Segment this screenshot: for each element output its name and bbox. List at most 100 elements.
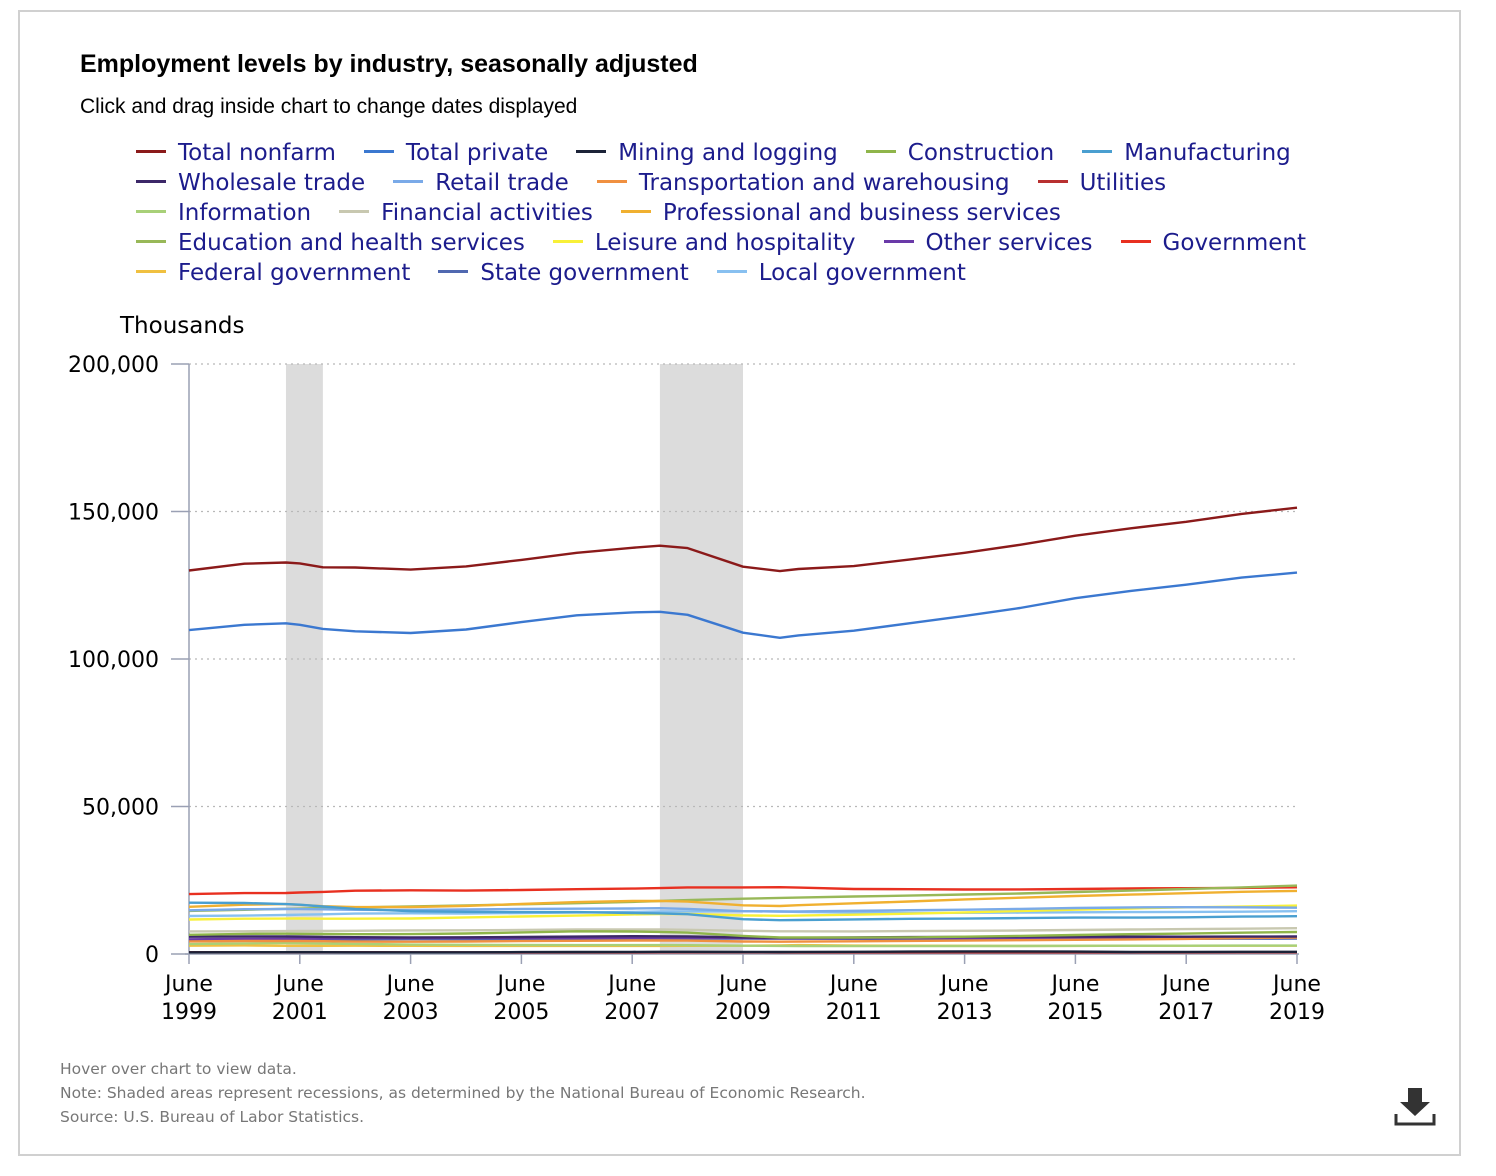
- series-line-retail-trade: [188, 906, 1298, 913]
- legend-swatch: [136, 150, 166, 153]
- legend-label: Total private: [405, 140, 549, 166]
- x-tick-label-year: 2017: [1158, 1000, 1214, 1025]
- x-tick-label-year: 2009: [715, 1000, 771, 1025]
- axes: 0 50,000 100,000 150,000 200,000 June 1999 June…: [68, 353, 1325, 1025]
- legend-label: Mining and logging: [618, 140, 838, 166]
- x-tick-label-month: June: [495, 972, 545, 997]
- chart-subtitle: Click and drag inside chart to change da…: [80, 95, 578, 118]
- legend-label: Utilities: [1079, 170, 1167, 196]
- legend-swatch: [393, 180, 424, 183]
- legend-item-mining-and-logging[interactable]: Mining and logging: [576, 138, 838, 168]
- legend-row: Wholesale trade Retail trade Transportatio…: [136, 168, 1406, 198]
- x-tick-label-year: 2007: [604, 1000, 660, 1025]
- source-note: Source: U.S. Bureau of Labor Statistics.: [60, 1108, 365, 1126]
- legend-swatch: [136, 210, 166, 213]
- legend-item-education-and-health-services[interactable]: Education and health services: [136, 228, 525, 258]
- series-line-manufacturing: [188, 901, 1298, 922]
- y-tick-label: 150,000: [68, 501, 159, 526]
- legend-item-leisure-and-hospitality[interactable]: Leisure and hospitality: [552, 228, 856, 258]
- legend-item-other-services[interactable]: Other services: [883, 228, 1093, 258]
- legend-item-utilities[interactable]: Utilities: [1037, 168, 1167, 198]
- legend-item-financial-activities[interactable]: Financial activities: [339, 198, 593, 228]
- y-tick-label: 0: [145, 943, 159, 968]
- chart-legend: Total nonfarm Total private Mining and log…: [136, 138, 1406, 288]
- legend-swatch: [363, 150, 394, 153]
- legend-item-retail-trade[interactable]: Retail trade: [393, 168, 569, 198]
- series-line-total-private: [188, 571, 1298, 639]
- legend-item-total-private[interactable]: Total private: [363, 138, 549, 168]
- y-tick-label: 200,000: [68, 353, 159, 378]
- x-tick-label-year: 2011: [826, 1000, 882, 1025]
- legend-label: Information: [178, 200, 312, 226]
- x-tick-label-month: June: [606, 972, 656, 997]
- legend-label: Government: [1162, 230, 1306, 256]
- x-tick-label-month: June: [1049, 972, 1099, 997]
- legend-item-local-government[interactable]: Local government: [716, 258, 966, 288]
- legend-item-wholesale-trade[interactable]: Wholesale trade: [136, 168, 365, 198]
- legend-label: Other services: [925, 230, 1093, 256]
- x-tick-label-month: June: [717, 972, 767, 997]
- legend-label: Federal government: [178, 260, 411, 286]
- footnotes: Hover over chart to view data. Note: Sha…: [60, 1057, 866, 1129]
- legend-label: Total nonfarm: [178, 140, 336, 166]
- legend-item-transportation-and-warehousing[interactable]: Transportation and warehousing: [596, 168, 1010, 198]
- x-tick-label-month: June: [828, 972, 878, 997]
- legend-item-federal-government[interactable]: Federal government: [136, 258, 410, 288]
- legend-item-professional-and-business-services[interactable]: Professional and business services: [620, 198, 1061, 228]
- series-line-financial-activities: [188, 927, 1298, 933]
- x-tick-label-year: 1999: [161, 1000, 217, 1025]
- legend-item-state-government[interactable]: State government: [438, 258, 689, 288]
- x-tick-label-year: 2019: [1269, 1000, 1325, 1025]
- legend-label: Retail trade: [435, 170, 569, 196]
- legend-item-construction[interactable]: Construction: [865, 138, 1055, 168]
- x-tick-label-month: June: [1160, 972, 1210, 997]
- x-tick-label-year: 2001: [272, 1000, 328, 1025]
- series-lines: [188, 506, 1298, 954]
- series-line-information: [188, 941, 1297, 948]
- legend-swatch: [552, 240, 583, 243]
- y-axis-label: Thousands: [119, 313, 245, 339]
- legend-swatch: [136, 240, 166, 243]
- series-line-local-government: [188, 910, 1298, 918]
- legend-label: Education and health services: [178, 230, 525, 256]
- series-line-mining-and-logging: [188, 950, 1297, 954]
- legend-label: Leisure and hospitality: [594, 230, 856, 256]
- gridlines: [189, 363, 1297, 808]
- series-line-transportation-and-warehousing: [188, 936, 1298, 943]
- legend-item-manufacturing[interactable]: Manufacturing: [1082, 138, 1291, 168]
- series-line-government: [188, 886, 1298, 896]
- x-tick-label-month: June: [385, 972, 435, 997]
- legend-item-information[interactable]: Information: [136, 198, 311, 228]
- legend-swatch: [1037, 180, 1068, 183]
- x-tick-label-month: June: [1271, 972, 1321, 997]
- series-line-total-nonfarm: [188, 506, 1298, 573]
- legend-label: Manufacturing: [1124, 140, 1291, 166]
- legend-swatch: [438, 270, 469, 273]
- legend-swatch: [136, 180, 166, 183]
- download-icon[interactable]: [1392, 1082, 1438, 1128]
- legend-row: Total nonfarm Total private Mining and log…: [136, 138, 1406, 168]
- legend-swatch: [1120, 240, 1151, 243]
- x-tick-label-month: June: [163, 972, 213, 997]
- legend-row: Federal government State government Local …: [136, 258, 1406, 288]
- legend-swatch: [596, 180, 627, 183]
- x-tick-label-year: 2013: [937, 1000, 993, 1025]
- chart-title: Employment levels by industry, seasonall…: [80, 50, 698, 78]
- legend-item-government[interactable]: Government: [1120, 228, 1306, 258]
- legend-row: Information Financial activities Professio…: [136, 198, 1406, 228]
- legend-label: State government: [480, 260, 689, 286]
- legend-item-total-nonfarm[interactable]: Total nonfarm: [136, 138, 336, 168]
- hover-note: Hover over chart to view data.: [60, 1060, 297, 1078]
- legend-row: Education and health services Leisure and…: [136, 228, 1406, 258]
- y-tick-label: 100,000: [68, 648, 159, 673]
- x-tick-label-month: June: [274, 972, 324, 997]
- legend-label: Wholesale trade: [178, 170, 366, 196]
- legend-swatch: [339, 210, 370, 213]
- legend-label: Construction: [907, 140, 1055, 166]
- legend-label: Professional and business services: [662, 200, 1061, 226]
- legend-label: Financial activities: [381, 200, 593, 226]
- recession-note: Note: Shaded areas represent recessions,…: [60, 1084, 866, 1102]
- x-tick-label-year: 2015: [1047, 1000, 1103, 1025]
- legend-swatch: [1082, 150, 1113, 153]
